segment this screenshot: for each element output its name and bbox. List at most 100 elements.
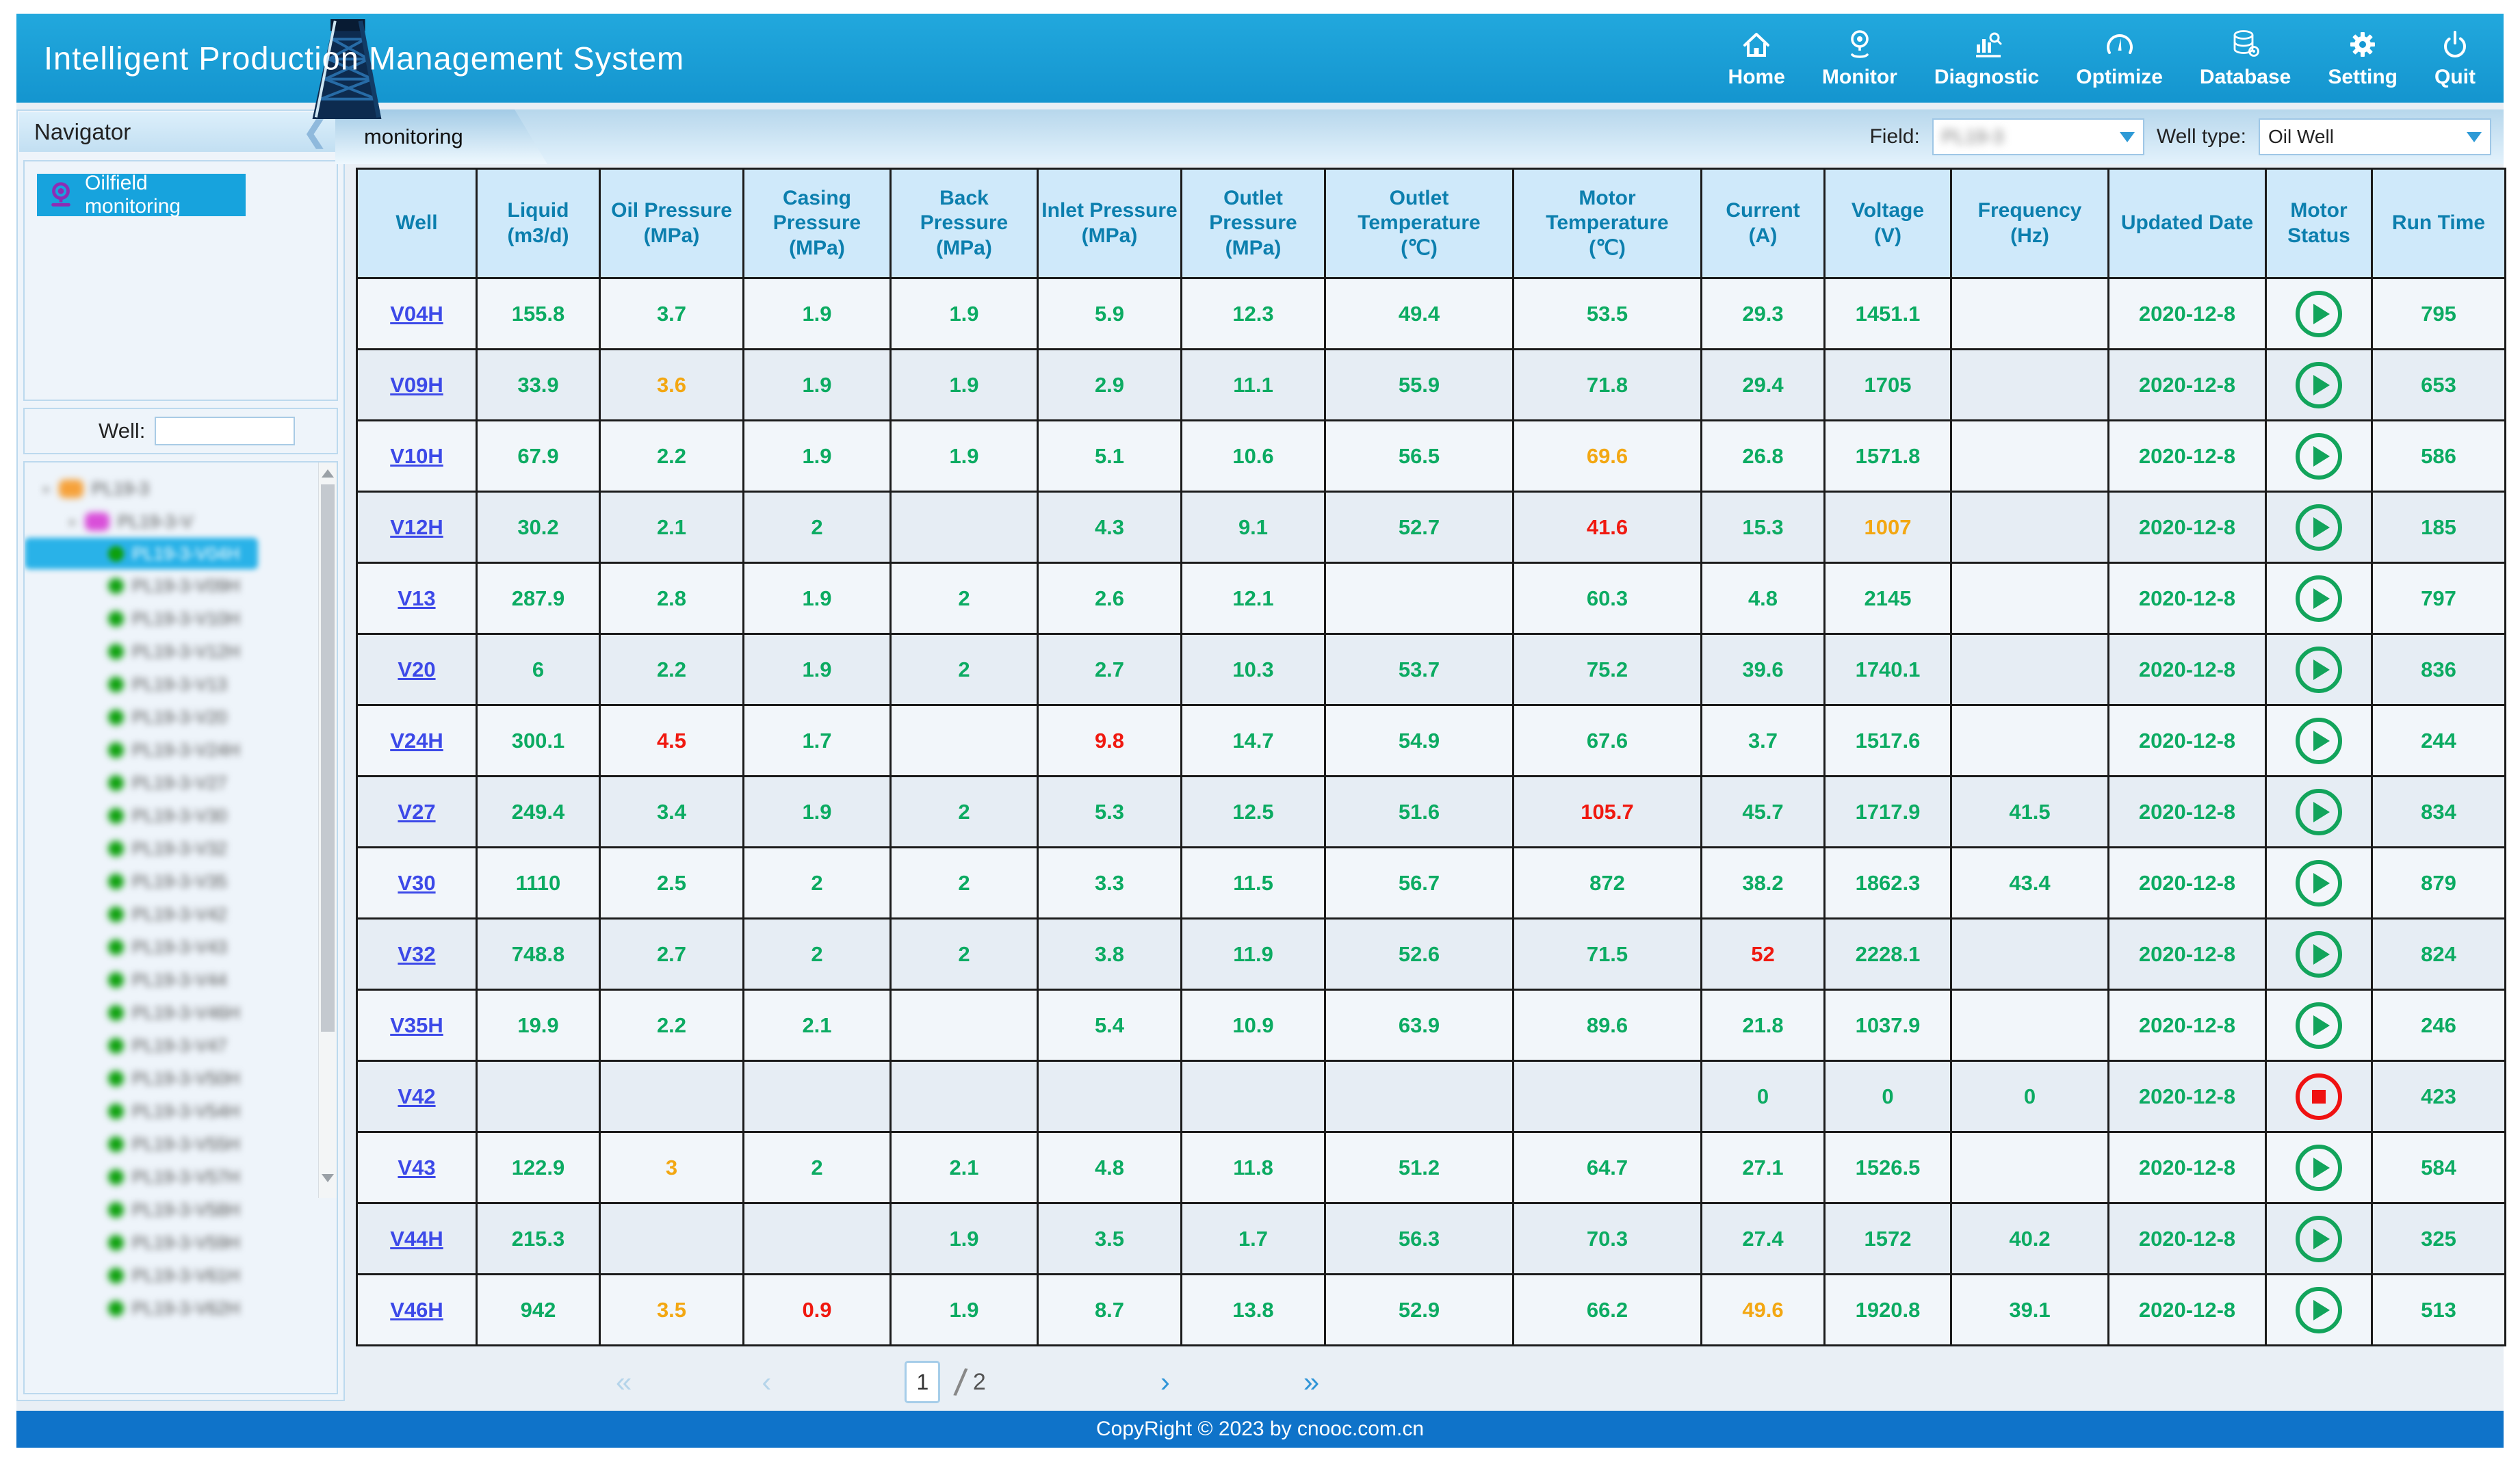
motor-stop-icon[interactable]	[2296, 1073, 2342, 1120]
run-time-cell: 244	[2371, 704, 2506, 777]
motor-run-icon[interactable]	[2296, 1144, 2342, 1191]
tree-well-item[interactable]: PL19-3-V13	[25, 668, 337, 701]
motor-run-icon[interactable]	[2296, 717, 2342, 764]
scrollbar-thumb[interactable]	[321, 484, 335, 1032]
sidebar-collapse-icon[interactable]: ❮	[302, 116, 327, 148]
tree-well-item[interactable]: PL19-3-V61H	[25, 1259, 337, 1292]
tree-well-item[interactable]: PL19-3-V46H	[25, 996, 337, 1029]
well-link[interactable]: V30	[398, 870, 436, 895]
motor-run-icon[interactable]	[2296, 1215, 2342, 1262]
tree-expand-icon[interactable]: ▸	[70, 514, 77, 530]
well-search-input[interactable]	[155, 417, 296, 445]
nav-item-home[interactable]: Home	[1710, 28, 1804, 89]
well-link[interactable]: V35H	[390, 1013, 443, 1037]
motor-run-icon[interactable]	[2296, 290, 2342, 337]
well-type-label: Well type:	[2156, 125, 2246, 148]
nav-item-setting[interactable]: Setting	[2309, 28, 2416, 89]
well-link[interactable]: V12H	[390, 514, 443, 539]
tree-well-item[interactable]: PL19-3-V10H	[25, 602, 337, 635]
nav-item-monitor[interactable]: Monitor	[1804, 28, 1916, 89]
motor-run-icon[interactable]	[2296, 930, 2342, 978]
updated-date-cell: 2020-12-8	[2107, 989, 2267, 1062]
tree-well-item[interactable]: PL19-3-V30	[25, 799, 337, 832]
motor-run-icon[interactable]	[2296, 361, 2342, 408]
nav-item-quit[interactable]: Quit	[2416, 28, 2494, 89]
motor-status-cell	[2265, 562, 2373, 635]
tree-well-item[interactable]: PL19-3-V58H	[25, 1193, 337, 1226]
value-cell	[599, 1202, 744, 1275]
tree-well-item[interactable]: PL19-3-V24H	[25, 733, 337, 766]
well-link[interactable]: V44H	[390, 1226, 443, 1251]
well-status-icon	[108, 676, 124, 692]
well-link[interactable]: V10H	[390, 443, 443, 468]
well-status-icon	[108, 774, 124, 791]
motor-status-cell	[2265, 348, 2373, 421]
tree-group[interactable]: ▸ PL19-3-V	[25, 505, 337, 538]
nav-item-diagnostic[interactable]: Diagnostic	[1916, 28, 2057, 89]
tree-well-item[interactable]: PL19-3-V47	[25, 1029, 337, 1062]
well-link[interactable]: V46H	[390, 1297, 443, 1322]
motor-run-icon[interactable]	[2296, 646, 2342, 693]
motor-run-icon[interactable]	[2296, 1286, 2342, 1333]
nav-item-database[interactable]: Database	[2181, 28, 2309, 89]
tree-well-item[interactable]: PL19-3-V27	[25, 766, 337, 799]
well-link[interactable]: V43	[398, 1155, 436, 1179]
page-next-button[interactable]: ›	[1160, 1366, 1170, 1398]
tree-root[interactable]: ▸ PL19-3	[25, 472, 337, 505]
tree-well-item[interactable]: PL19-3-V57H	[25, 1160, 337, 1193]
well-link[interactable]: V04H	[390, 301, 443, 326]
page-first-button[interactable]: «	[616, 1366, 632, 1398]
tree-well-item[interactable]: PL19-3-V20	[25, 701, 337, 733]
field-select[interactable]: PL19-3	[1932, 118, 2144, 155]
tree-expand-icon[interactable]: ▸	[44, 481, 51, 497]
motor-run-icon[interactable]	[2296, 432, 2342, 480]
tree-well-item[interactable]: PL19-3-V62H	[25, 1292, 337, 1325]
tree-item-label: PL19-3-V44	[132, 969, 227, 990]
tree-well-item[interactable]: PL19-3-V42	[25, 898, 337, 930]
scroll-up-icon[interactable]	[322, 469, 334, 478]
well-link[interactable]: V13	[398, 586, 436, 610]
value-cell: 2	[889, 917, 1039, 991]
tree-well-item[interactable]: PL19-3-V04H	[25, 538, 258, 569]
value-cell: 0	[1823, 1060, 1952, 1133]
well-type-select[interactable]: Oil Well	[2259, 118, 2491, 155]
well-link[interactable]: V24H	[390, 728, 443, 753]
well-link[interactable]: V42	[398, 1084, 436, 1108]
well-link[interactable]: V32	[398, 941, 436, 966]
value-cell: 29.4	[1700, 348, 1826, 421]
well-link[interactable]: V27	[398, 799, 436, 824]
well-status-icon	[108, 840, 124, 857]
motor-run-icon[interactable]	[2296, 575, 2342, 622]
motor-run-icon[interactable]	[2296, 1002, 2342, 1049]
main-nav: Home Monitor Diagnostic Optimize Database Set…	[1710, 14, 2494, 103]
nav-item-optimize[interactable]: Optimize	[2057, 28, 2181, 89]
scroll-down-icon[interactable]	[322, 1174, 334, 1182]
tree-well-item[interactable]: PL19-3-V44	[25, 963, 337, 996]
value-cell: 3.5	[1037, 1202, 1182, 1275]
sidebar-item-oilfield-monitoring[interactable]: Oilfield monitoring	[37, 172, 246, 218]
tree-well-item[interactable]: PL19-3-V09H	[25, 569, 337, 602]
tree-scrollbar[interactable]	[318, 462, 337, 1198]
value-cell: 3.6	[599, 348, 744, 421]
tree-well-item[interactable]: PL19-3-V59H	[25, 1226, 337, 1259]
well-link[interactable]: V09H	[390, 372, 443, 397]
value-cell: 53.7	[1324, 633, 1514, 706]
tree-well-item[interactable]: PL19-3-V50H	[25, 1062, 337, 1095]
page-prev-button[interactable]: ‹	[762, 1366, 772, 1398]
tree-well-item[interactable]: PL19-3-V12H	[25, 635, 337, 668]
tree-well-item[interactable]: PL19-3-V55H	[25, 1127, 337, 1160]
tree-well-item[interactable]: PL19-3-V43	[25, 930, 337, 963]
motor-run-icon[interactable]	[2296, 788, 2342, 835]
updated-date-cell: 2020-12-8	[2107, 633, 2267, 706]
value-cell: 26.8	[1700, 419, 1826, 493]
well-link[interactable]: V20	[398, 657, 436, 681]
motor-run-icon[interactable]	[2296, 504, 2342, 551]
nav-label: Setting	[2328, 65, 2398, 88]
tree-well-item[interactable]: PL19-3-V54H	[25, 1095, 337, 1127]
page-last-button[interactable]: »	[1303, 1366, 1320, 1398]
motor-run-icon[interactable]	[2296, 859, 2342, 907]
page-current-box[interactable]: 1	[905, 1361, 941, 1403]
tree-well-item[interactable]: PL19-3-V32	[25, 832, 337, 865]
tree-well-item[interactable]: PL19-3-V35	[25, 865, 337, 898]
tree-item-label: PL19-3-V46H	[132, 1002, 240, 1023]
